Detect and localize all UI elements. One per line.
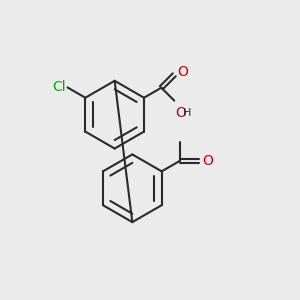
- Text: O: O: [176, 106, 187, 120]
- Text: O: O: [177, 65, 188, 80]
- Text: Cl: Cl: [52, 80, 66, 94]
- Text: H: H: [183, 108, 191, 118]
- Text: O: O: [202, 154, 213, 168]
